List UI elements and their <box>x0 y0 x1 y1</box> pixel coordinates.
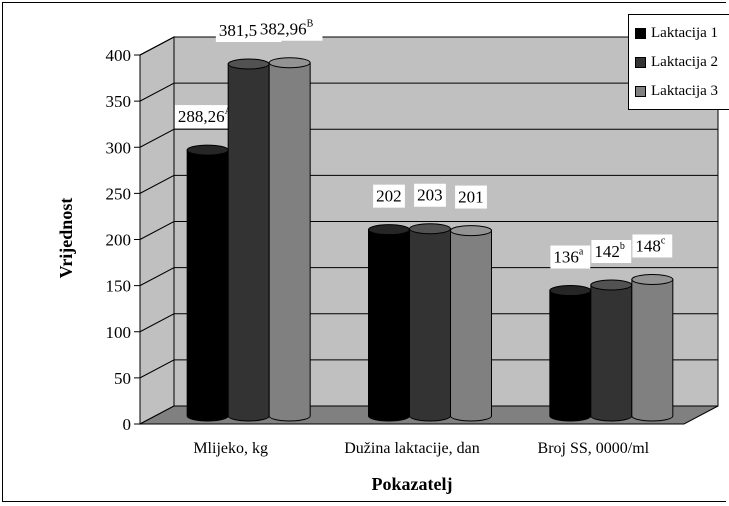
bar-top <box>549 285 592 297</box>
bar-top <box>409 223 451 235</box>
bar-top <box>450 225 492 237</box>
bar-top <box>590 279 633 291</box>
legend-swatch-1 <box>635 28 646 39</box>
gridline <box>139 359 718 379</box>
legend-item-laktacija-3: Laktacija 3 <box>629 77 729 106</box>
y-tick-label: 100 <box>106 323 132 342</box>
legend-swatch-2 <box>635 57 646 68</box>
legend: Laktacija 1 Laktacija 2 Laktacija 3 <box>628 14 729 110</box>
data-label: 148c <box>635 235 666 255</box>
bar-top <box>227 58 270 70</box>
bar <box>450 230 492 422</box>
data-label-superscript: b <box>620 241 625 252</box>
y-tick-label: 400 <box>106 46 132 65</box>
legend-swatch-3 <box>635 86 646 97</box>
y-tick-label: 0 <box>123 415 132 434</box>
data-label-bg <box>550 245 591 269</box>
data-label-superscript: B <box>307 19 314 30</box>
legend-label: Laktacija 1 <box>651 25 719 41</box>
y-tick-label: 200 <box>106 231 132 250</box>
data-label-bg <box>174 105 241 129</box>
data-label: 288,26A <box>178 106 233 126</box>
gridline <box>139 313 718 333</box>
bar-top <box>186 144 229 156</box>
gridline <box>139 128 718 148</box>
data-label-superscript: a <box>579 247 584 258</box>
gridline <box>139 36 718 56</box>
x-axis-title: Pokazatelj <box>372 474 453 494</box>
bar <box>549 290 592 422</box>
y-tick-label: 250 <box>106 184 132 203</box>
legend-label: Laktacija 2 <box>651 54 719 70</box>
y-axis-title: Vrijednost <box>56 198 76 279</box>
bar-top <box>631 273 674 285</box>
gridline <box>139 82 718 102</box>
y-tick-label: 300 <box>106 138 132 157</box>
bar <box>409 228 451 422</box>
data-label: 142b <box>594 241 625 261</box>
y-tick-label: 350 <box>106 92 132 111</box>
data-label-bg <box>373 184 405 208</box>
legend-item-laktacija-2: Laktacija 2 <box>629 48 729 77</box>
bar <box>268 62 311 422</box>
x-category-label: Dužina laktacije, dan <box>344 440 480 457</box>
data-label-bg <box>414 183 446 207</box>
data-label-bg <box>256 17 323 41</box>
data-label-bg <box>632 234 673 258</box>
y-tick-label: 150 <box>106 277 132 296</box>
data-label-superscript: c <box>661 235 666 246</box>
y-tick-label: 50 <box>114 369 131 388</box>
data-label: 201 <box>458 188 484 207</box>
bar-top <box>268 57 311 69</box>
x-category-label: Mlijeko, kg <box>193 440 268 457</box>
data-label: 202 <box>376 187 402 206</box>
bar <box>590 284 633 422</box>
data-label-bg <box>591 240 632 264</box>
data-label: 382,96B <box>260 19 314 39</box>
x-category-label: Broj SS, 0000/ml <box>538 440 650 457</box>
data-label: 203 <box>417 186 443 205</box>
gridline <box>139 267 718 287</box>
legend-label: Laktacija 3 <box>651 83 719 99</box>
data-label: 136a <box>553 247 584 267</box>
bar <box>186 149 229 422</box>
data-label-bg <box>455 185 487 209</box>
bar <box>631 278 674 422</box>
gridline <box>139 221 718 240</box>
bar <box>227 63 270 422</box>
gridline <box>139 174 718 194</box>
bar-top <box>368 224 410 236</box>
legend-item-laktacija-1: Laktacija 1 <box>629 19 729 48</box>
bar <box>368 229 410 422</box>
